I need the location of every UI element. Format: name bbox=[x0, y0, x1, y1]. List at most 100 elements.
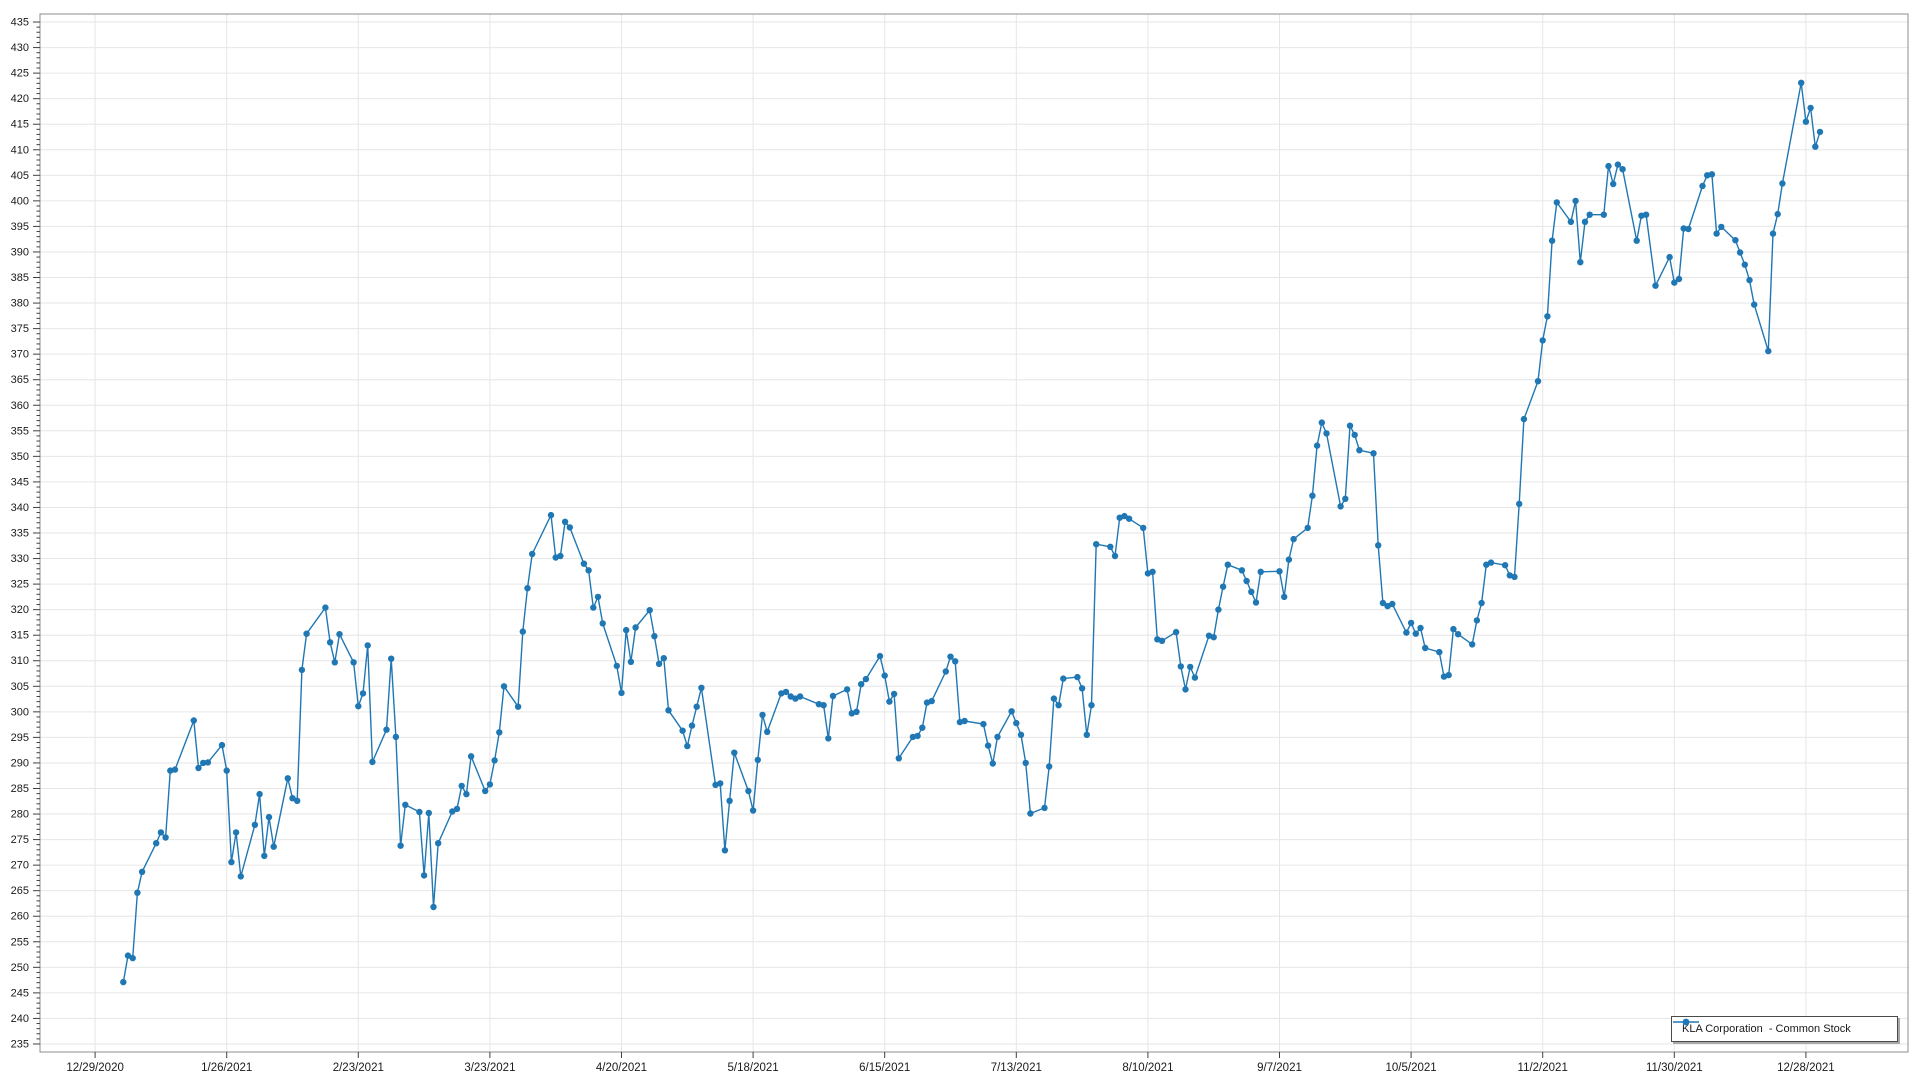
data-point-marker bbox=[359, 690, 367, 697]
y-tick-label: 240 bbox=[11, 1013, 29, 1025]
data-point-marker bbox=[1125, 515, 1133, 522]
data-point-marker bbox=[952, 658, 959, 665]
data-point-marker bbox=[1699, 182, 1706, 190]
data-point-marker bbox=[1751, 301, 1758, 308]
data-point-marker bbox=[350, 659, 357, 666]
data-point-marker bbox=[1403, 629, 1410, 636]
data-point-marker bbox=[1708, 171, 1716, 178]
data-point-marker bbox=[1238, 567, 1246, 574]
data-point-marker bbox=[1088, 702, 1095, 709]
data-point-marker bbox=[1257, 568, 1264, 575]
data-point-marker bbox=[430, 903, 437, 911]
data-point-marker bbox=[1816, 128, 1824, 136]
data-point-marker bbox=[759, 711, 766, 719]
data-point-marker bbox=[618, 689, 625, 697]
data-point-marker bbox=[1248, 588, 1255, 595]
y-tick-label: 245 bbox=[11, 987, 29, 999]
data-point-marker bbox=[463, 790, 470, 798]
x-tick-label: 4/20/2021 bbox=[596, 1062, 647, 1074]
data-point-marker bbox=[1685, 225, 1692, 233]
x-tick-label: 2/23/2021 bbox=[333, 1062, 384, 1074]
y-tick-label: 415 bbox=[11, 119, 29, 131]
data-point-marker bbox=[698, 684, 705, 691]
data-point-marker bbox=[825, 735, 832, 742]
data-point-marker bbox=[693, 703, 700, 710]
data-point-marker bbox=[1436, 648, 1443, 656]
data-point-marker bbox=[1177, 663, 1185, 670]
data-point-marker bbox=[731, 749, 738, 756]
data-point-marker bbox=[1060, 675, 1067, 682]
data-point-marker bbox=[383, 726, 390, 733]
x-tick-label: 1/26/2021 bbox=[201, 1062, 252, 1074]
data-point-marker bbox=[890, 690, 898, 698]
data-point-marker bbox=[1732, 237, 1739, 244]
data-point-marker bbox=[914, 732, 921, 740]
data-point-marker bbox=[660, 655, 667, 662]
data-point-marker bbox=[688, 722, 696, 729]
data-point-marker bbox=[1765, 347, 1772, 355]
y-tick-label: 335 bbox=[11, 528, 29, 540]
data-point-marker bbox=[120, 978, 127, 986]
data-point-marker bbox=[829, 692, 837, 700]
data-point-marker bbox=[500, 683, 508, 690]
x-tick-label: 9/7/2021 bbox=[1257, 1062, 1302, 1074]
data-point-marker bbox=[153, 840, 160, 847]
data-point-marker bbox=[1718, 223, 1725, 231]
data-point-marker bbox=[1370, 450, 1377, 457]
data-point-marker bbox=[989, 760, 996, 767]
data-point-marker bbox=[1469, 641, 1476, 648]
data-point-marker bbox=[519, 628, 526, 635]
data-point-marker bbox=[1633, 237, 1640, 244]
data-point-marker bbox=[1356, 447, 1363, 454]
data-point-marker bbox=[590, 604, 597, 611]
data-point-marker bbox=[486, 781, 494, 788]
data-point-marker bbox=[796, 693, 804, 700]
data-point-marker bbox=[251, 821, 259, 828]
data-point-marker bbox=[721, 847, 729, 854]
data-point-marker bbox=[984, 742, 992, 749]
data-point-marker bbox=[402, 801, 409, 808]
y-tick-label: 435 bbox=[11, 17, 29, 29]
data-point-marker bbox=[1285, 556, 1293, 563]
data-point-marker bbox=[1191, 674, 1199, 681]
data-point-marker bbox=[1022, 759, 1029, 767]
data-point-marker bbox=[820, 702, 827, 709]
data-point-marker bbox=[157, 829, 165, 836]
data-point-marker bbox=[627, 658, 635, 665]
data-point-marker bbox=[453, 805, 461, 813]
data-point-marker bbox=[265, 813, 273, 821]
x-tick-label: 6/15/2021 bbox=[859, 1062, 910, 1074]
data-point-marker bbox=[416, 808, 423, 816]
data-point-marker bbox=[294, 797, 301, 804]
data-point-marker bbox=[232, 829, 240, 836]
data-point-marker bbox=[1501, 562, 1509, 569]
data-point-marker bbox=[364, 642, 371, 649]
data-point-marker bbox=[1187, 663, 1194, 671]
data-point-marker bbox=[420, 872, 428, 879]
data-point-marker bbox=[1605, 162, 1612, 170]
data-point-marker bbox=[679, 727, 686, 734]
y-tick-label: 250 bbox=[11, 962, 29, 974]
data-point-marker bbox=[1454, 631, 1462, 638]
data-point-marker bbox=[547, 511, 555, 519]
y-tick-label: 365 bbox=[11, 374, 29, 386]
data-point-marker bbox=[1140, 524, 1147, 532]
y-tick-label: 260 bbox=[11, 911, 29, 923]
data-point-marker bbox=[1473, 617, 1481, 624]
data-point-marker bbox=[782, 688, 790, 696]
legend-series-label: KLA Corporation - Common Stock bbox=[1682, 1023, 1851, 1035]
data-point-marker bbox=[1050, 695, 1058, 702]
data-point-marker bbox=[218, 741, 226, 749]
data-point-marker bbox=[1318, 419, 1326, 426]
data-point-marker bbox=[524, 585, 531, 592]
data-point-marker bbox=[1078, 685, 1086, 692]
data-point-marker bbox=[1736, 249, 1744, 256]
data-point-marker bbox=[458, 782, 465, 790]
data-point-marker bbox=[223, 767, 230, 774]
data-point-marker bbox=[1567, 218, 1575, 225]
data-point-marker bbox=[388, 655, 395, 662]
data-point-marker bbox=[1802, 118, 1810, 125]
data-point-marker bbox=[514, 703, 522, 710]
data-point-marker bbox=[1149, 568, 1156, 575]
